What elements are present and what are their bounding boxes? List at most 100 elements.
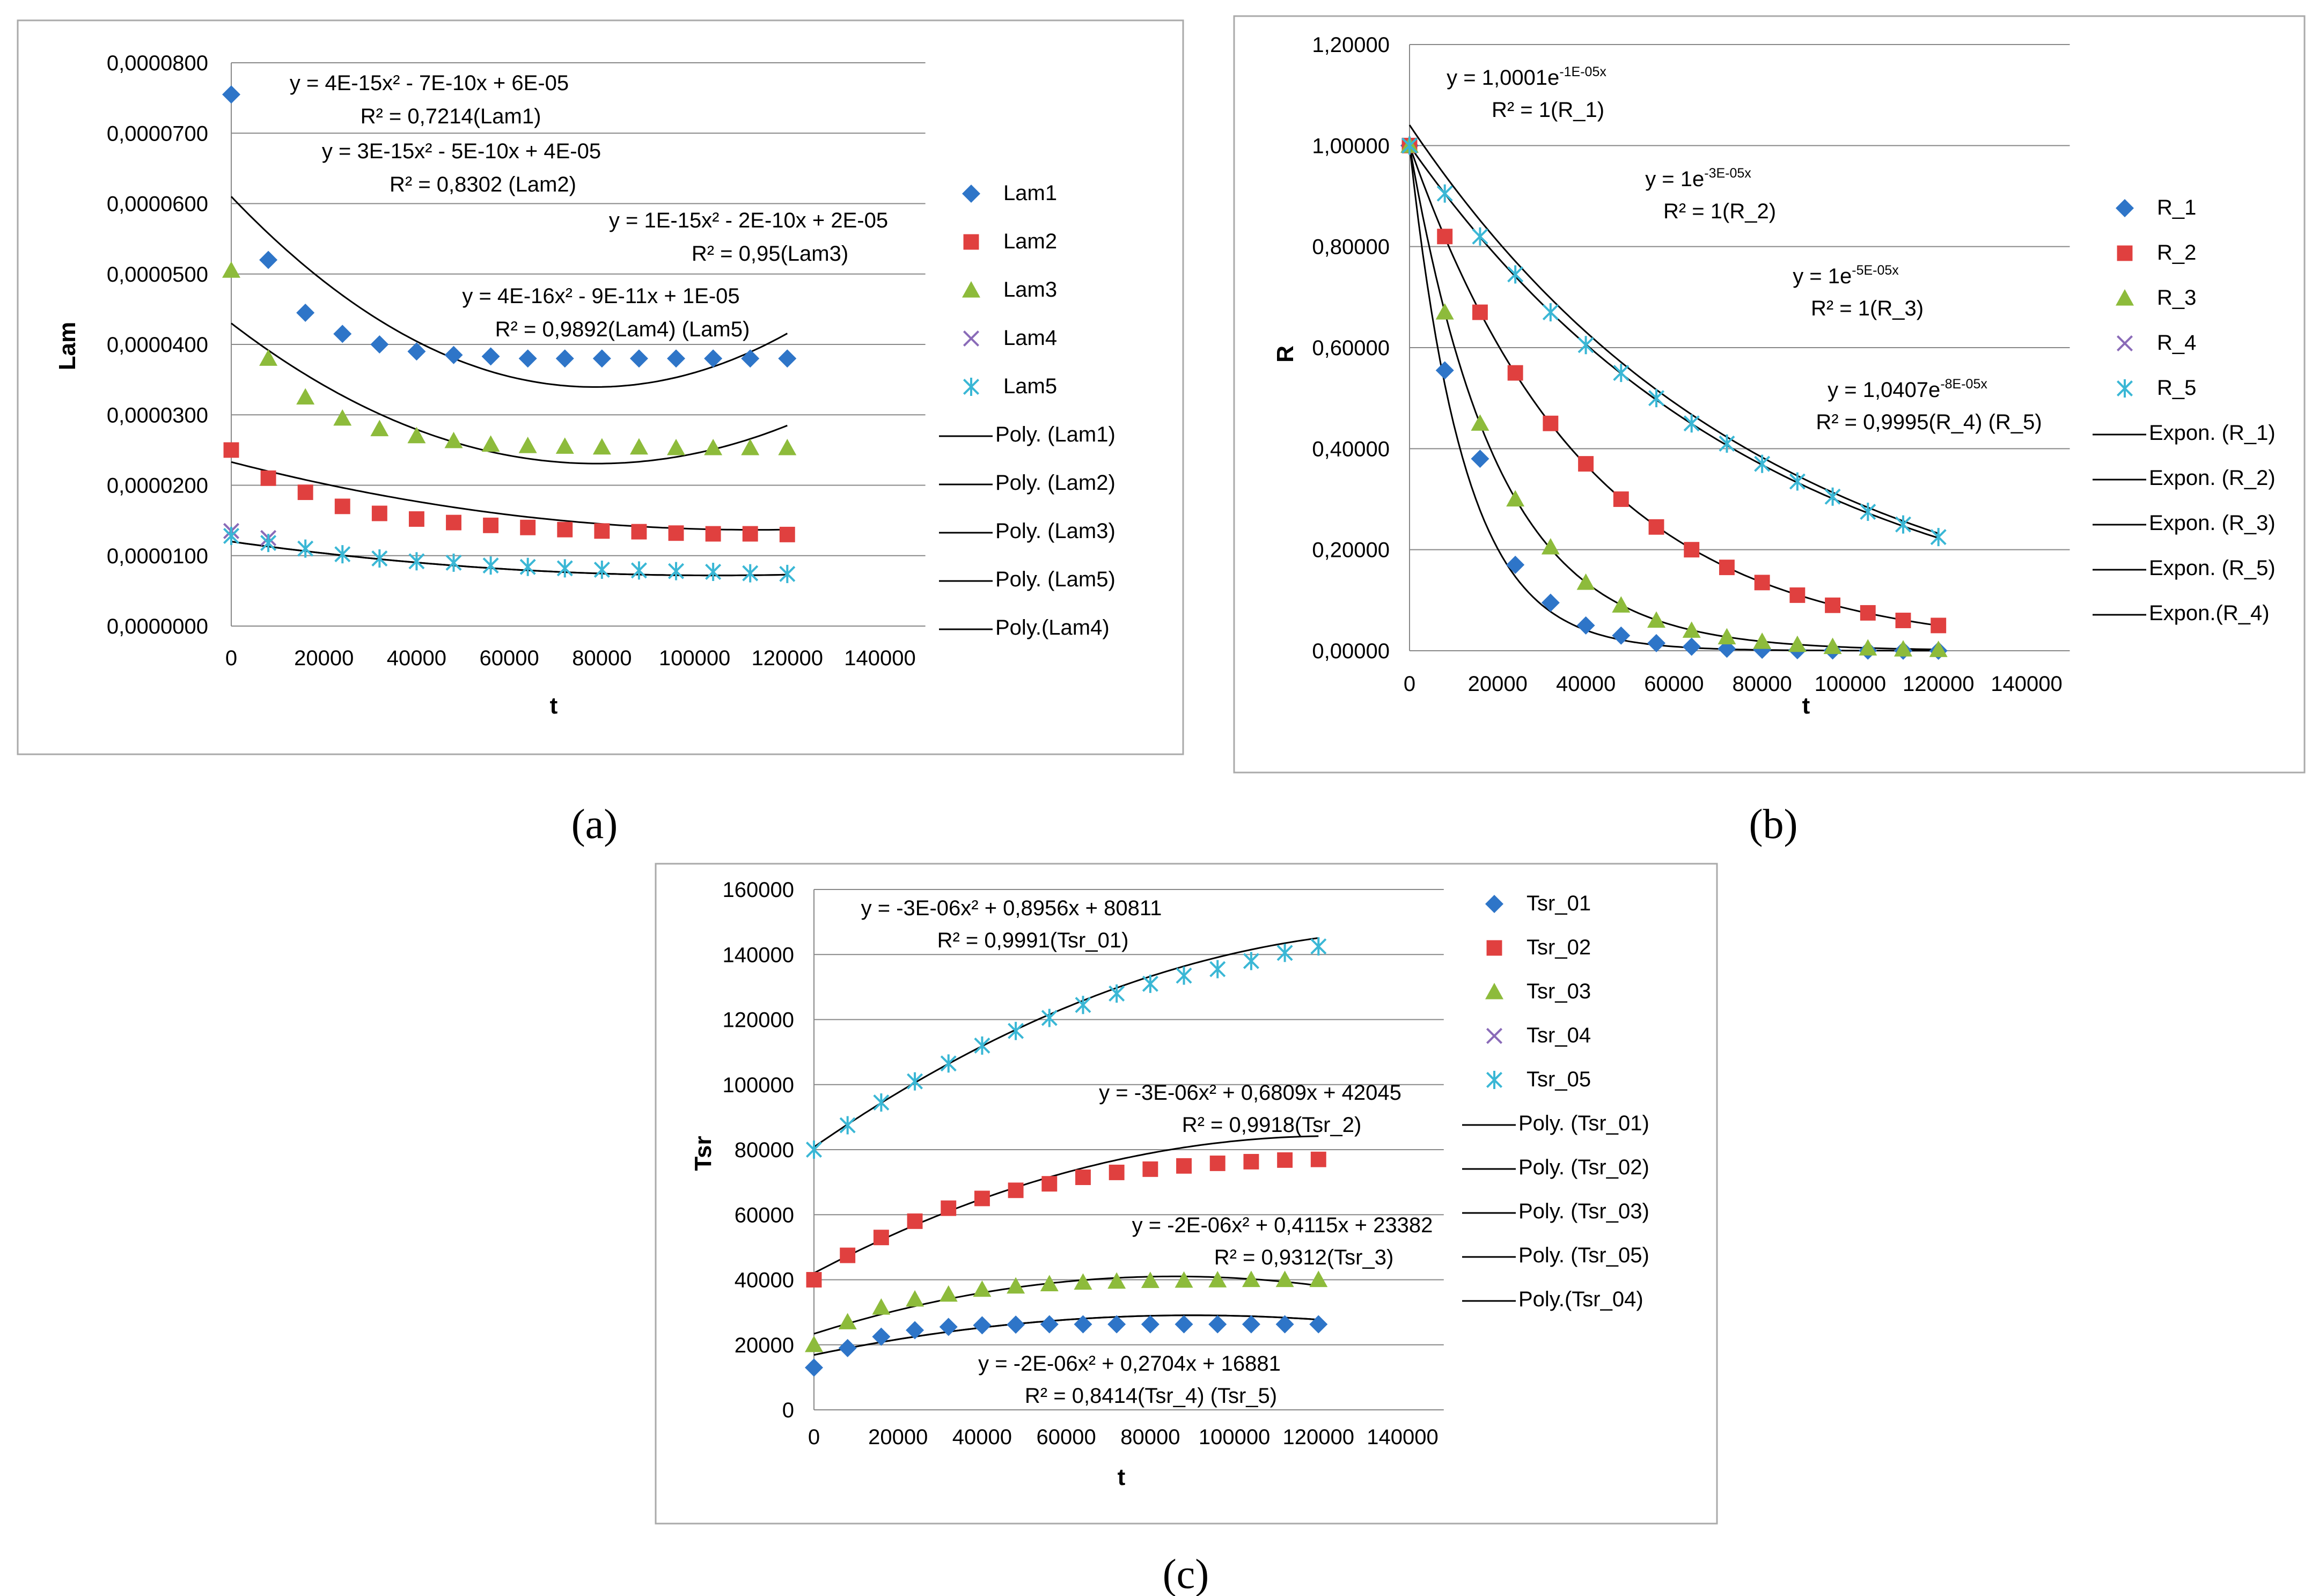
data-point xyxy=(1242,1270,1260,1288)
data-point xyxy=(1471,414,1489,431)
y-tick-label: 0,0000400 xyxy=(107,333,208,357)
data-point xyxy=(1719,434,1735,453)
data-point xyxy=(907,1213,923,1229)
data-point xyxy=(941,1200,957,1216)
legend-label: Tsr_02 xyxy=(1527,936,1591,959)
data-point xyxy=(631,524,647,540)
x-tick-label: 140000 xyxy=(844,646,915,670)
trendline xyxy=(813,1314,1319,1356)
x-tick-label: 0 xyxy=(808,1425,820,1449)
trendline xyxy=(231,461,788,531)
data-point xyxy=(1577,336,1594,355)
y-tick-label: 0,0000500 xyxy=(107,263,208,286)
chart-b-annotations: y = 1,0001e-1E-05x R² = 1(R_1)y = 1e-3E-0… xyxy=(1447,64,2042,434)
trendline xyxy=(813,1275,1319,1335)
trend-annotation: y = 1e-5E-05x xyxy=(1793,263,1899,288)
data-point xyxy=(907,1072,923,1091)
chart-c-y-label: Tsr xyxy=(690,1136,716,1171)
trend-annotation: y = -2E-06x² + 0,2704x + 16881 xyxy=(978,1352,1281,1376)
data-point xyxy=(779,526,795,542)
chart-a-trendlines xyxy=(230,196,788,577)
data-point xyxy=(260,534,277,553)
y-tick-label: 0,20000 xyxy=(1312,539,1390,562)
chart-panel-c: 0 20000 40000 60000 80000 100000 120000 140000 1… xyxy=(655,863,1718,1596)
data-point xyxy=(1276,944,1293,962)
trendline xyxy=(231,541,788,577)
x-tick-label: 80000 xyxy=(1120,1425,1180,1449)
data-point xyxy=(518,437,537,453)
data-point xyxy=(334,545,351,564)
chart-a-annotations: y = 4E-15x² - 7E-10x + 6E-05 R² = 0,7214(… xyxy=(290,71,888,341)
y-tick-label: 60000 xyxy=(735,1203,794,1227)
x-tick-label: 60000 xyxy=(1037,1425,1096,1449)
data-point xyxy=(1930,528,1947,547)
legend-label: R_1 xyxy=(2157,196,2196,219)
data-point xyxy=(259,349,278,366)
y-tick-label: 0,0000700 xyxy=(107,122,208,145)
trend-annotation: y = -2E-06x² + 0,4115x + 23382 xyxy=(1132,1213,1433,1237)
x-tick-label: 60000 xyxy=(480,646,539,670)
y-tick-label: 140000 xyxy=(723,943,794,967)
data-point xyxy=(593,561,610,579)
data-point xyxy=(481,435,500,452)
legend-label: Expon.(R_4) xyxy=(2149,601,2270,625)
y-tick-label: 0,0000800 xyxy=(107,52,208,75)
data-point xyxy=(805,1335,823,1352)
data-point xyxy=(444,345,463,364)
data-point xyxy=(520,519,536,535)
trend-annotation: R² = 0,9995(R_4) (R_5) xyxy=(1816,410,2042,434)
data-point xyxy=(1435,303,1454,320)
data-point xyxy=(1141,1271,1160,1288)
data-point xyxy=(407,426,426,444)
chart-a-points xyxy=(222,85,797,583)
trendline xyxy=(1408,145,1939,652)
data-point xyxy=(1208,1315,1227,1334)
legend-label: Tsr_05 xyxy=(1527,1068,1591,1091)
data-point xyxy=(1007,1277,1025,1294)
trend-annotation: y = -3E-06x² + 0,6809x + 42045 xyxy=(1099,1081,1401,1105)
data-point xyxy=(1754,575,1770,591)
data-point xyxy=(333,409,352,426)
data-point xyxy=(1506,490,1525,507)
data-point xyxy=(906,1321,924,1340)
data-point xyxy=(1718,628,1736,645)
legend-marker xyxy=(1486,940,1502,956)
data-point xyxy=(668,562,685,580)
chart-b-y-label: R xyxy=(1272,345,1298,363)
chart-c-points xyxy=(805,937,1328,1377)
data-point xyxy=(519,557,536,576)
chart-panel-a: 0,0000000 0,0000100 0,0000200 0,0000300 0,00… xyxy=(17,19,1184,847)
data-point xyxy=(1074,1273,1092,1290)
data-point xyxy=(1719,560,1735,576)
legend-marker xyxy=(1485,983,1503,999)
x-tick-label: 40000 xyxy=(1556,672,1616,696)
data-point xyxy=(1931,617,1947,634)
legend-label: Lam1 xyxy=(1003,181,1057,205)
legend-marker xyxy=(963,330,980,347)
data-point xyxy=(939,1285,958,1302)
data-point xyxy=(705,526,721,542)
data-point xyxy=(1141,1315,1160,1334)
data-point xyxy=(1310,937,1327,956)
y-tick-label: 0,60000 xyxy=(1312,336,1390,360)
data-point xyxy=(1543,415,1559,431)
y-tick-label: 0,0000300 xyxy=(107,403,208,427)
data-point xyxy=(1472,227,1488,246)
data-point xyxy=(1860,605,1876,621)
legend-label: Poly. (Lam2) xyxy=(995,471,1116,495)
trendline xyxy=(1408,145,1939,651)
trend-annotation: R² = 1(R_1) xyxy=(1492,98,1604,122)
y-tick-label: 100000 xyxy=(723,1073,794,1097)
data-point xyxy=(1142,1161,1158,1177)
data-point xyxy=(1683,414,1700,433)
data-point xyxy=(1275,1270,1294,1288)
data-point xyxy=(906,1290,924,1307)
data-point xyxy=(939,1318,958,1336)
data-point xyxy=(973,1280,992,1297)
legend-marker xyxy=(2117,245,2133,261)
legend-label: Lam5 xyxy=(1003,374,1057,398)
data-point xyxy=(1208,1271,1227,1288)
trendline xyxy=(1408,145,1939,539)
data-point xyxy=(518,349,537,368)
data-point xyxy=(481,347,500,366)
